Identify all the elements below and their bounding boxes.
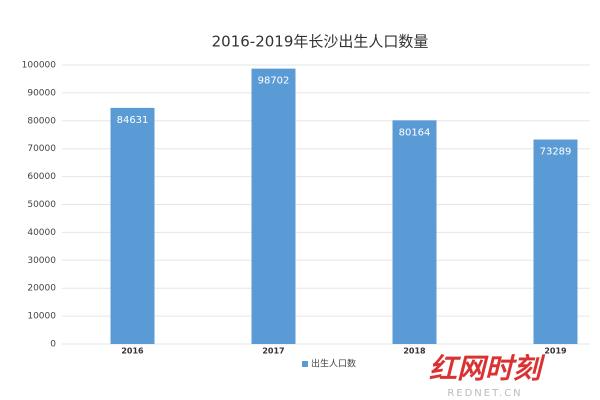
y-tick-label: 10000 [27, 312, 56, 322]
bar [110, 107, 155, 344]
y-tick-label: 100000 [22, 61, 57, 71]
watermark-logo: 红网时刻 [429, 352, 546, 385]
legend-label: 出生人口数 [311, 358, 356, 370]
value-label: 80164 [399, 127, 431, 138]
value-label: 73289 [540, 147, 572, 158]
y-tick-label: 90000 [27, 88, 56, 98]
legend-swatch [302, 361, 308, 367]
bar [392, 120, 437, 344]
y-tick-label: 20000 [27, 284, 56, 294]
x-tick-label: 2016 [121, 347, 144, 356]
y-tick-label: 0 [50, 340, 56, 350]
bar [251, 68, 296, 344]
value-label: 98702 [258, 76, 290, 87]
chart-title: 2016-2019年长沙出生人口数量 [212, 33, 429, 51]
y-tick-label: 50000 [27, 200, 56, 210]
x-tick-label: 2019 [544, 347, 567, 356]
x-tick-label: 2017 [262, 347, 284, 356]
x-tick-label: 2018 [403, 347, 426, 356]
y-tick-label: 40000 [27, 228, 56, 238]
watermark-site: REDNET.CN [447, 388, 522, 399]
y-tick-label: 70000 [27, 144, 56, 154]
y-tick-label: 30000 [27, 256, 56, 266]
value-label: 84631 [117, 115, 149, 126]
y-tick-label: 80000 [27, 116, 56, 126]
bar [533, 139, 578, 344]
y-tick-label: 60000 [27, 172, 56, 182]
